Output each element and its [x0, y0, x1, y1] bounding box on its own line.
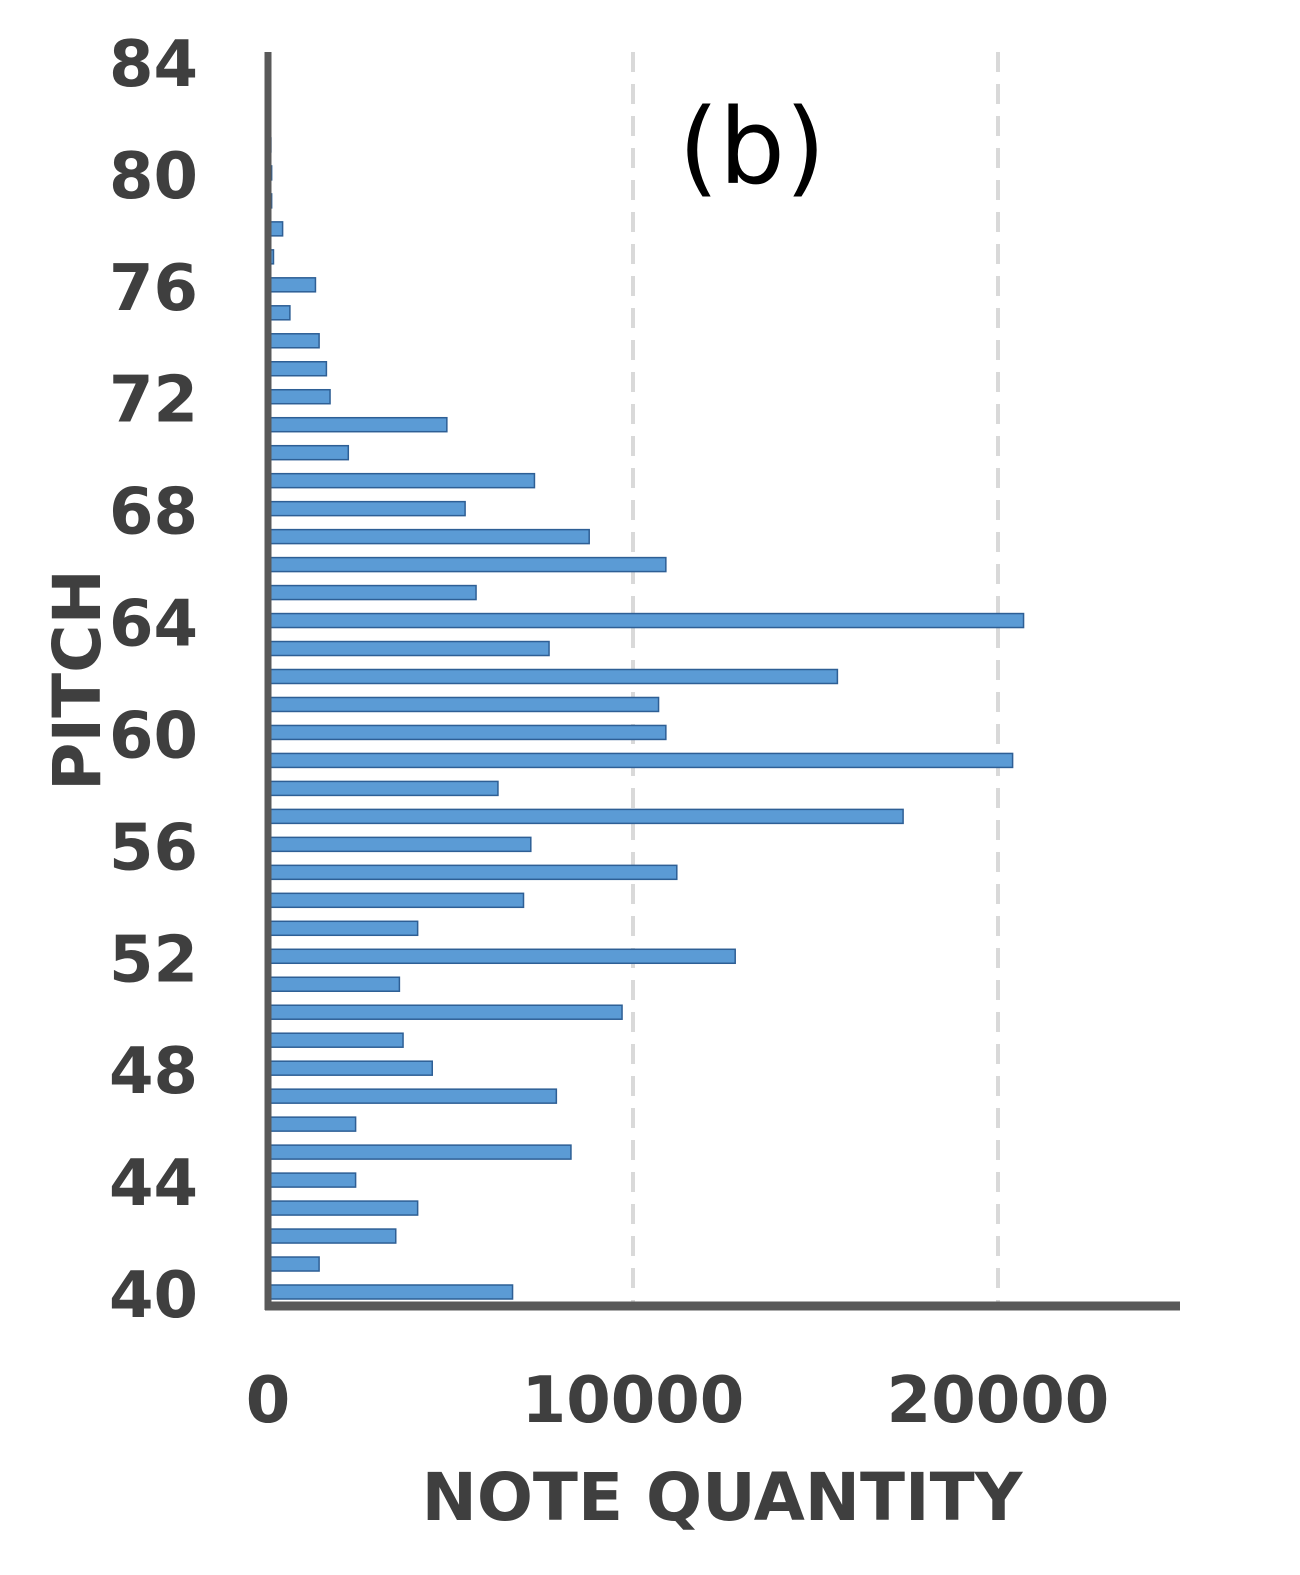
- bar-pitch-55: [267, 864, 678, 881]
- bar-pitch-54: [267, 892, 525, 909]
- bar-pitch-53: [267, 920, 419, 937]
- bar-pitch-76: [267, 277, 317, 293]
- y-tick-60: 60: [109, 699, 198, 773]
- y-axis-title: PITCH: [39, 569, 116, 791]
- y-tick-48: 48: [109, 1035, 198, 1109]
- bar-pitch-40: [267, 1284, 514, 1300]
- bar-pitch-68: [267, 500, 466, 517]
- y-tick-68: 68: [109, 476, 198, 550]
- bar-pitch-70: [267, 444, 350, 461]
- y-tick-80: 80: [109, 140, 198, 214]
- bar-pitch-73: [267, 361, 328, 377]
- bar-pitch-45: [267, 1144, 572, 1160]
- bar-pitch-56: [267, 836, 532, 853]
- bar-pitch-65: [267, 584, 477, 601]
- bar-pitch-44: [267, 1172, 357, 1188]
- y-tick-56: 56: [109, 811, 198, 885]
- x-tick-0: 0: [246, 1364, 291, 1438]
- bar-pitch-41: [267, 1256, 320, 1272]
- bar-pitch-59: [267, 752, 1014, 769]
- bar-pitch-69: [267, 472, 536, 489]
- bar-pitch-61: [267, 696, 660, 713]
- x-axis-title: NOTE QUANTITY: [422, 1459, 1024, 1536]
- bar-pitch-66: [267, 556, 667, 573]
- bar-pitch-52: [267, 948, 736, 965]
- x-tick-labels: 0 10000 20000: [246, 1364, 1110, 1438]
- axes-group: [264, 52, 1180, 1311]
- bar-pitch-62: [267, 668, 839, 685]
- bar-pitch-51: [267, 976, 401, 992]
- bar-pitch-63: [267, 640, 550, 657]
- bar-pitch-58: [267, 780, 499, 797]
- bar-pitch-74: [267, 333, 320, 349]
- panel-label: (b): [678, 86, 825, 208]
- y-tick-52: 52: [109, 923, 198, 997]
- bar-pitch-72: [267, 388, 331, 405]
- y-tick-40: 40: [109, 1259, 198, 1333]
- y-tick-76: 76: [109, 252, 198, 326]
- x-tick-20000: 20000: [887, 1364, 1110, 1438]
- bar-pitch-46: [267, 1116, 357, 1132]
- bar-pitch-49: [267, 1032, 404, 1048]
- bar-pitch-71: [267, 416, 448, 433]
- y-tick-64: 64: [109, 588, 198, 662]
- bar-pitch-48: [267, 1060, 433, 1076]
- bar-pitch-43: [267, 1200, 419, 1216]
- bar-pitch-64: [267, 612, 1025, 629]
- bar-pitch-50: [267, 1004, 623, 1020]
- y-tick-labels: 40 44 48 52 56 60 64 68 72 76 80 84: [109, 28, 198, 1333]
- bar-pitch-57: [267, 808, 904, 825]
- y-tick-84: 84: [109, 28, 198, 102]
- bar-pitch-60: [267, 724, 667, 741]
- x-tick-10000: 10000: [522, 1364, 745, 1438]
- y-tick-44: 44: [109, 1147, 198, 1221]
- y-tick-72: 72: [109, 364, 198, 438]
- bar-pitch-47: [267, 1088, 558, 1104]
- bars-group: [267, 53, 1025, 1300]
- bar-pitch-67: [267, 528, 590, 545]
- bar-pitch-42: [267, 1228, 397, 1244]
